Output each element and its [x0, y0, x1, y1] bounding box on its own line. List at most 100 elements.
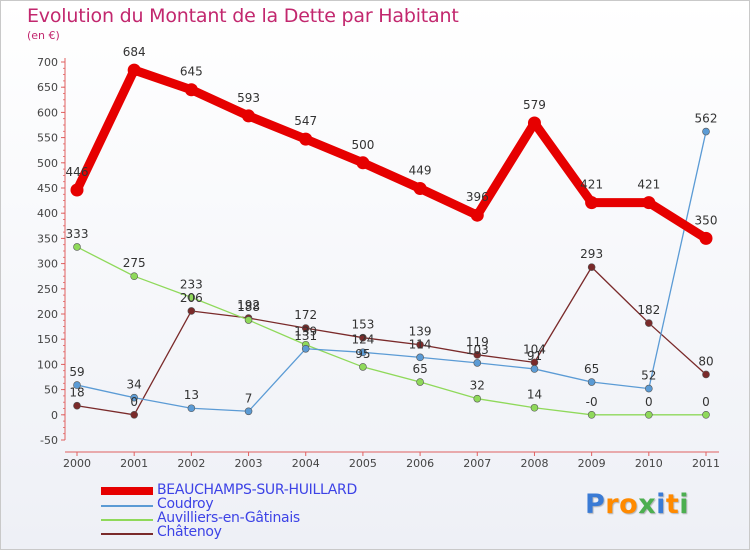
data-point [642, 196, 656, 210]
logo-letter: i [656, 489, 666, 520]
data-label: 59 [69, 365, 84, 379]
x-tick-label: 2003 [235, 457, 263, 470]
data-label: 7 [245, 391, 253, 405]
logo-letter: x [638, 489, 657, 520]
legend-label: Coudroy [157, 496, 214, 512]
data-point [301, 344, 310, 353]
x-tick-label: 2010 [635, 457, 663, 470]
data-point [244, 316, 253, 324]
x-tick-label: 2000 [63, 457, 91, 470]
data-point [301, 324, 310, 332]
data-point [587, 378, 596, 386]
data-label: 562 [695, 112, 718, 126]
x-tick-label: 2006 [406, 457, 434, 470]
data-label: 233 [180, 277, 203, 291]
y-tick-label: 400 [37, 207, 58, 220]
logo-letter: r [605, 489, 620, 520]
y-tick-label: 500 [37, 157, 58, 170]
data-point [299, 132, 313, 146]
x-tick-label: 2008 [520, 457, 548, 470]
data-label: 275 [123, 256, 146, 270]
data-label: 421 [580, 178, 603, 192]
data-point [702, 370, 710, 379]
data-point [527, 116, 541, 130]
logo-letter: o [619, 489, 639, 520]
data-label: 293 [580, 247, 603, 261]
data-label: 131 [294, 329, 317, 343]
proxiti-logo: Proxiti [585, 489, 689, 520]
data-label: 119 [466, 335, 489, 349]
data-label: 645 [180, 65, 203, 79]
data-label: 153 [351, 318, 374, 332]
legend-swatch [101, 487, 153, 495]
data-point [416, 378, 424, 386]
data-label: 0 [645, 395, 653, 409]
data-point [702, 127, 710, 136]
x-tick-label: 2005 [349, 457, 377, 470]
data-point [645, 319, 653, 327]
data-label: 684 [123, 45, 146, 59]
y-tick-label: 0 [51, 409, 58, 422]
data-point [242, 109, 256, 123]
data-point [73, 243, 81, 251]
data-label: 32 [470, 379, 485, 393]
data-point [473, 394, 482, 403]
data-point [702, 410, 710, 419]
data-label: 139 [409, 325, 432, 339]
data-label: 18 [69, 386, 84, 400]
y-tick-label: 300 [37, 258, 58, 271]
data-label: 0 [702, 395, 710, 409]
data-label: 139 [294, 325, 317, 339]
y-tick-label: 700 [37, 56, 58, 69]
series-line-2 [76, 246, 707, 416]
data-point [187, 293, 196, 302]
y-tick-label: 650 [37, 81, 58, 94]
data-label: 333 [66, 227, 89, 241]
data-point [73, 401, 81, 410]
x-tick-label: 2002 [177, 457, 205, 470]
data-point [585, 196, 599, 210]
data-point [587, 410, 596, 419]
data-label: 593 [237, 91, 260, 105]
data-point [645, 384, 653, 393]
data-point [130, 272, 138, 281]
data-point [130, 393, 138, 402]
data-label: 500 [351, 138, 374, 152]
x-tick-label: 2011 [692, 457, 720, 470]
data-point [359, 333, 367, 342]
data-point [73, 381, 81, 389]
chart-title: Evolution du Montant de la Dette par Hab… [27, 5, 459, 27]
y-tick-label: 150 [37, 333, 58, 346]
data-label: 80 [698, 354, 713, 368]
logo-letter: t [665, 489, 680, 520]
data-label: 206 [180, 291, 203, 305]
legend-swatch [101, 533, 153, 535]
logo-letter: P [585, 489, 606, 520]
data-label: 13 [184, 388, 199, 402]
y-tick-label: 250 [37, 283, 58, 296]
data-point [187, 307, 196, 315]
legend-label: Châtenoy [157, 524, 222, 540]
data-label: 446 [66, 165, 89, 179]
data-point [473, 359, 482, 367]
data-point [530, 365, 539, 373]
data-label: 172 [294, 308, 317, 322]
x-tick-label: 2009 [578, 457, 606, 470]
data-point [587, 263, 596, 271]
data-label: 91 [527, 349, 542, 363]
data-point [70, 183, 84, 197]
data-point [356, 156, 370, 170]
data-point [645, 410, 653, 419]
data-point [473, 351, 482, 359]
legend-label: BEAUCHAMPS-SUR-HUILLARD [157, 482, 357, 498]
data-label: 192 [237, 298, 260, 312]
legend-label: Auvilliers-en-Gâtinais [157, 510, 300, 526]
data-point [699, 231, 713, 245]
data-label: 547 [294, 114, 317, 128]
data-point [244, 407, 253, 416]
data-point [416, 340, 424, 349]
y-tick-label: 550 [37, 132, 58, 145]
data-label: 396 [466, 190, 489, 204]
data-label: 188 [237, 300, 260, 314]
